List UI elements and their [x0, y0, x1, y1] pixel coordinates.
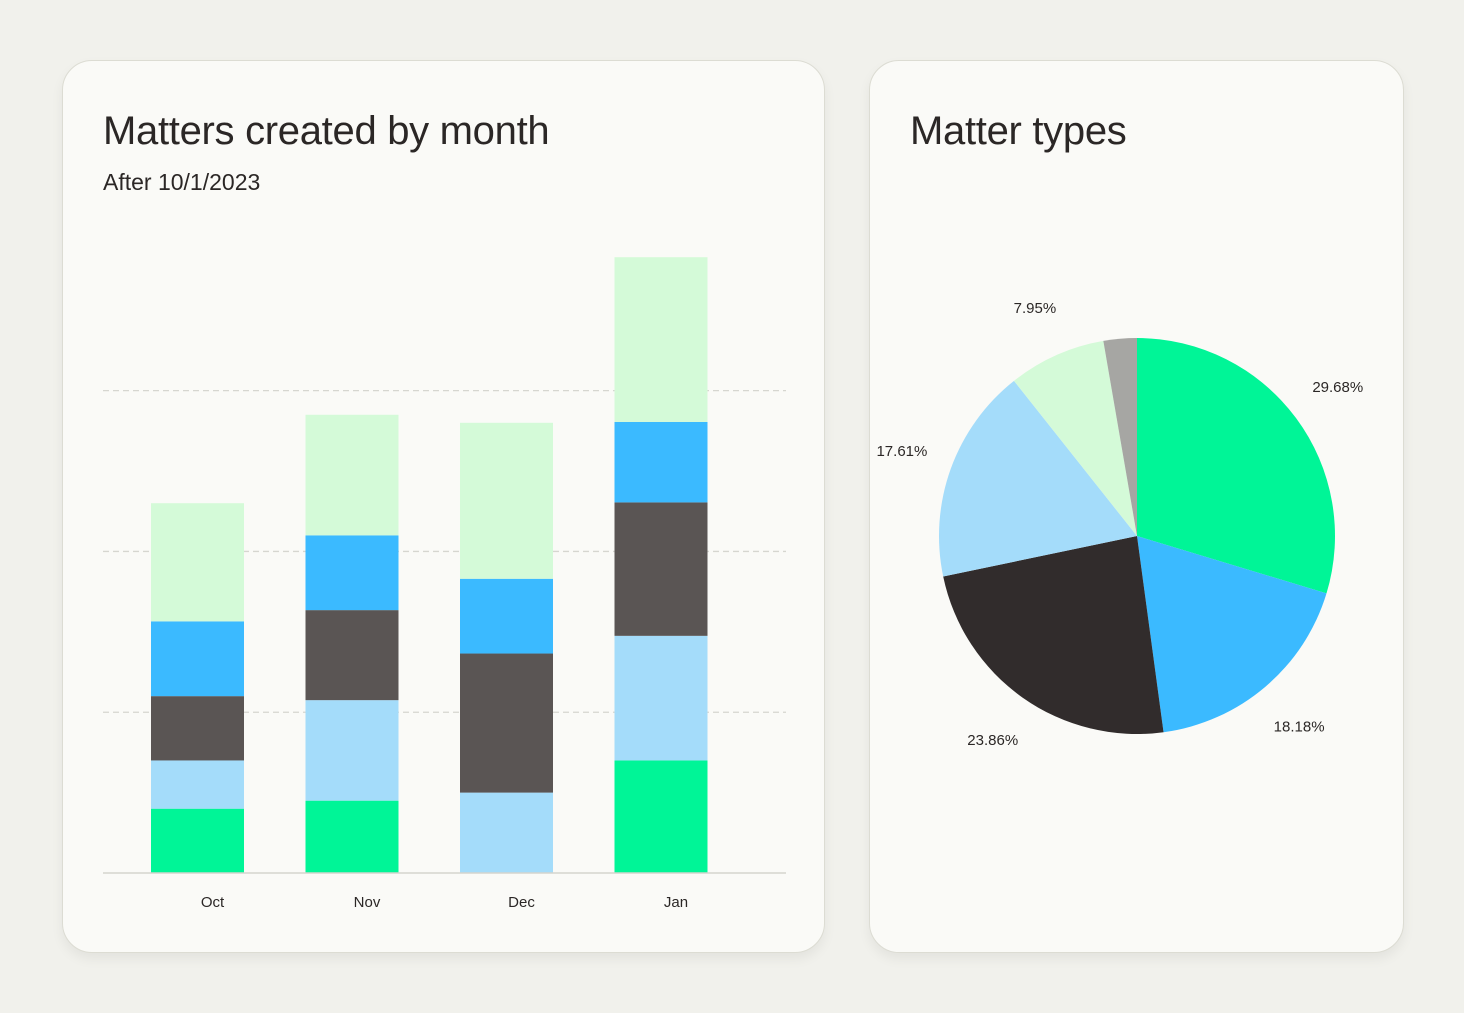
pie-slice-label: 7.95%	[1014, 300, 1057, 317]
bar-segment	[614, 760, 708, 873]
bar-segment	[460, 792, 553, 873]
bar-segment	[305, 414, 399, 536]
bar-segment	[460, 578, 553, 654]
pie-slice	[1137, 338, 1335, 594]
pie-slice	[1013, 340, 1137, 536]
pie-chart-title: Matter types	[910, 109, 1127, 153]
bar-segment	[614, 422, 708, 503]
bar-segment	[305, 800, 399, 873]
bar-segment	[151, 696, 244, 761]
bar-segment	[151, 503, 244, 622]
bar-segment	[460, 653, 553, 793]
x-tick-label: Jan	[664, 894, 688, 911]
pie-slice	[943, 536, 1164, 734]
x-tick-label: Oct	[201, 894, 225, 911]
stacked-bar-chart: Oct Nov Dec Jan	[103, 257, 786, 911]
bar-segment	[460, 422, 553, 579]
x-tick-label: Nov	[354, 894, 381, 911]
bar-chart-title: Matters created by month	[103, 109, 550, 153]
pie-slice-label: 18.18%	[1274, 718, 1325, 735]
bar-segment	[305, 610, 399, 701]
bar-segment	[305, 535, 399, 611]
pie-chart: 29.68% 18.18% 23.86% 17.61% 7.95%	[876, 300, 1363, 749]
pie-slice-label: 17.61%	[876, 443, 927, 460]
bar-segment	[151, 621, 244, 697]
pie-slice-label: 29.68%	[1312, 379, 1363, 396]
bar-segment	[151, 760, 244, 809]
pie-slice-label: 23.86%	[967, 732, 1018, 749]
bar-chart-card: Matters created by month After 10/1/2023…	[62, 60, 825, 953]
pie-chart-card: Matter types 29.68% 18.18% 23.86% 17.61% 7.9…	[869, 60, 1404, 953]
bar-segment	[151, 808, 244, 873]
bar-segment	[614, 502, 708, 636]
x-tick-label: Dec	[508, 894, 535, 911]
bar-segment	[614, 635, 708, 761]
pie-slice	[1103, 338, 1137, 536]
bar-segment	[614, 257, 708, 422]
pie-slice	[939, 380, 1137, 577]
bar-chart-subtitle: After 10/1/2023	[103, 169, 261, 195]
pie-slice	[1137, 536, 1327, 733]
bar-segment	[305, 700, 399, 801]
